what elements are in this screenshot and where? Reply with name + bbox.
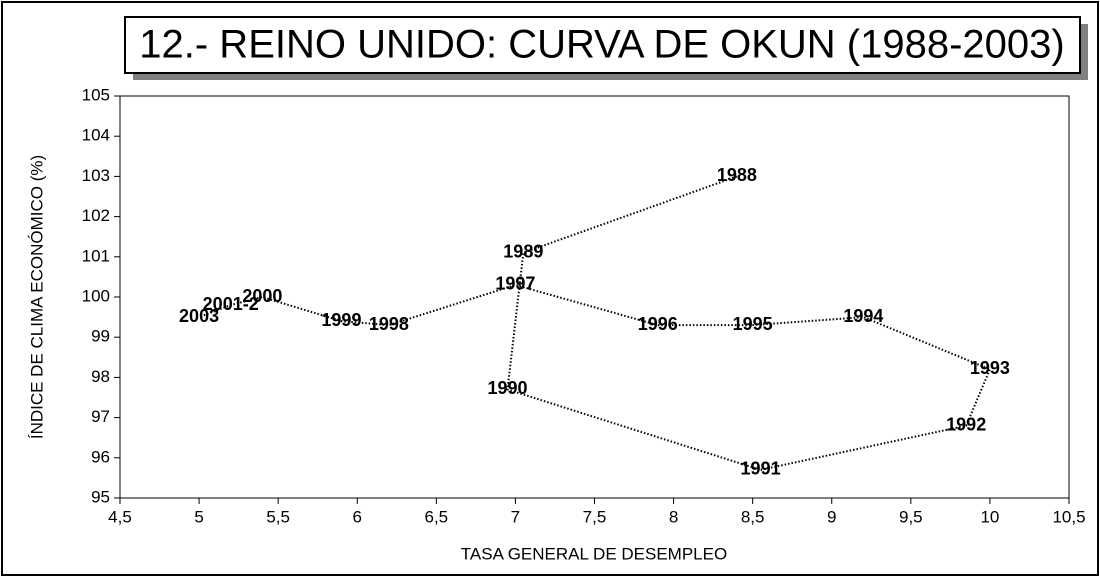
x-tick-label: 8 (669, 507, 678, 526)
point-label: 1993 (970, 358, 1010, 378)
y-tick-label: 103 (82, 166, 110, 185)
x-tick-label: 10 (980, 507, 999, 526)
okun-curve (198, 175, 992, 471)
x-tick-label: 6 (353, 507, 362, 526)
point-label: 2000 (242, 286, 282, 306)
point-label: 1991 (741, 459, 781, 479)
point-label: 2003 (179, 306, 219, 326)
x-tick-label: 6,5 (425, 507, 449, 526)
x-axis-label: TASA GENERAL DE DESEMPLEO (461, 544, 727, 563)
y-tick-label: 99 (91, 327, 110, 346)
y-tick-label: 95 (91, 487, 110, 506)
point-label: 1988 (717, 165, 757, 185)
x-tick-label: 5 (194, 507, 203, 526)
point-label: 2001-2 (203, 294, 259, 314)
x-tick-label: 9 (827, 507, 836, 526)
y-tick-label: 104 (82, 126, 110, 145)
y-tick-label: 105 (82, 85, 110, 104)
point-label: 1996 (638, 314, 678, 334)
point-label: 1990 (487, 378, 527, 398)
x-tick-label: 7,5 (583, 507, 607, 526)
y-tick-label: 101 (82, 246, 110, 265)
x-tick-label: 5,5 (266, 507, 290, 526)
point-label: 1999 (321, 310, 361, 330)
y-tick-label: 102 (82, 206, 110, 225)
y-tick-label: 96 (91, 447, 110, 466)
y-axis-label: ÍNDICE DE CLIMA ECONÓMICO (%) (27, 155, 46, 439)
point-label: 1994 (843, 306, 883, 326)
x-tick-label: 10,5 (1052, 507, 1085, 526)
y-tick-label: 100 (82, 286, 110, 305)
x-tick-label: 7 (511, 507, 520, 526)
point-label: 1995 (733, 314, 773, 334)
point-label: 1998 (369, 314, 409, 334)
y-tick-label: 97 (91, 407, 110, 426)
x-tick-label: 9,5 (899, 507, 923, 526)
point-label: 1992 (946, 414, 986, 434)
chart-title: 12.- REINO UNIDO: CURVA DE OKUN (1988-20… (139, 23, 1064, 67)
x-tick-label: 8,5 (741, 507, 765, 526)
point-label: 1997 (495, 274, 535, 294)
y-tick-label: 98 (91, 367, 110, 386)
point-label: 1989 (503, 242, 543, 262)
x-tick-label: 4,5 (108, 507, 132, 526)
title-box (124, 16, 1081, 74)
